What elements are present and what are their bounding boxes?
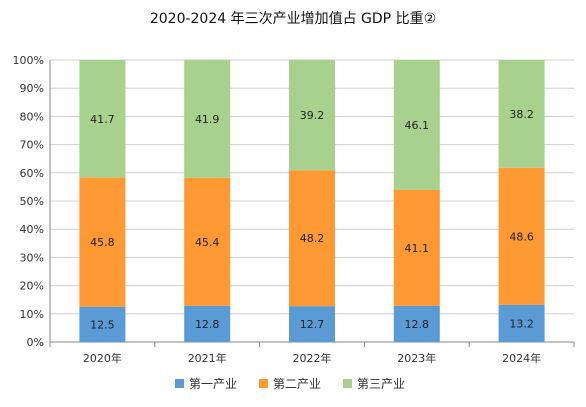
y-tick-label: 100% bbox=[13, 54, 44, 67]
data-label: 41.9 bbox=[195, 113, 220, 126]
data-label: 12.8 bbox=[405, 318, 430, 331]
data-label: 12.7 bbox=[300, 318, 325, 331]
chart-title: 2020-2024 年三次产业增加值占 GDP 比重② bbox=[150, 11, 436, 27]
bar-segment bbox=[184, 177, 231, 306]
bar-segment bbox=[498, 304, 545, 342]
legend-label: 第三产业 bbox=[357, 377, 405, 391]
data-label: 41.1 bbox=[405, 242, 430, 255]
bar-segment bbox=[184, 59, 231, 178]
bar-segment bbox=[289, 306, 335, 342]
bars bbox=[79, 59, 545, 342]
data-labels: 12.5 45.8 41.7 12.8 45.4 41.9 12.7 48.2 39.2 12.8… bbox=[90, 108, 534, 332]
legend: 第一产业 第二产业 第三产业 bbox=[175, 377, 405, 391]
y-tick-label: 20% bbox=[20, 280, 44, 293]
legend-swatch bbox=[175, 379, 184, 388]
x-axis: 2020年 2021年 2022年 2023年 2024年 bbox=[49, 342, 575, 365]
legend-swatch bbox=[343, 379, 352, 388]
data-label: 39.2 bbox=[300, 109, 325, 122]
x-tick-label: 2023年 bbox=[397, 351, 436, 365]
x-tick-label: 2024年 bbox=[502, 351, 541, 365]
bar-segment bbox=[393, 305, 440, 342]
legend-label: 第二产业 bbox=[273, 377, 321, 391]
data-label: 38.2 bbox=[509, 108, 534, 121]
y-tick-label: 0% bbox=[27, 336, 44, 349]
data-label: 13.2 bbox=[509, 317, 534, 330]
data-label: 12.5 bbox=[90, 318, 115, 331]
x-tick-label: 2021年 bbox=[188, 351, 227, 365]
bar-segment bbox=[79, 60, 126, 178]
data-label: 45.8 bbox=[90, 236, 115, 249]
y-tick-label: 50% bbox=[20, 195, 44, 208]
legend-label: 第一产业 bbox=[189, 377, 237, 391]
data-label: 12.8 bbox=[195, 318, 220, 331]
data-label: 45.4 bbox=[195, 236, 220, 249]
y-tick-label: 10% bbox=[20, 308, 44, 321]
y-tick-label: 30% bbox=[20, 251, 44, 264]
bar-segment bbox=[289, 170, 335, 307]
y-tick-label: 80% bbox=[20, 110, 44, 123]
bar-segment bbox=[184, 305, 231, 342]
y-tick-label: 60% bbox=[20, 167, 44, 180]
data-label: 46.1 bbox=[405, 119, 430, 132]
y-axis: 0% 10% 20% 30% 40% 50% 60% 70% 80% 90% 100% bbox=[13, 54, 51, 349]
data-label: 48.6 bbox=[509, 230, 534, 243]
bar-segment bbox=[289, 59, 335, 171]
bar-segment bbox=[393, 190, 440, 306]
data-label: 48.2 bbox=[300, 232, 325, 245]
y-tick-label: 40% bbox=[20, 223, 44, 236]
x-tick-label: 2020年 bbox=[83, 351, 122, 365]
data-label: 41.7 bbox=[90, 113, 115, 126]
legend-swatch bbox=[259, 379, 268, 388]
y-tick-label: 70% bbox=[20, 139, 44, 152]
bar-segment bbox=[498, 60, 545, 168]
bar-segment bbox=[393, 60, 440, 191]
x-tick-label: 2022年 bbox=[293, 351, 332, 365]
bar-segment bbox=[79, 177, 126, 307]
bar-segment bbox=[79, 306, 126, 342]
y-tick-label: 90% bbox=[20, 82, 44, 95]
bar-segment bbox=[498, 167, 545, 305]
